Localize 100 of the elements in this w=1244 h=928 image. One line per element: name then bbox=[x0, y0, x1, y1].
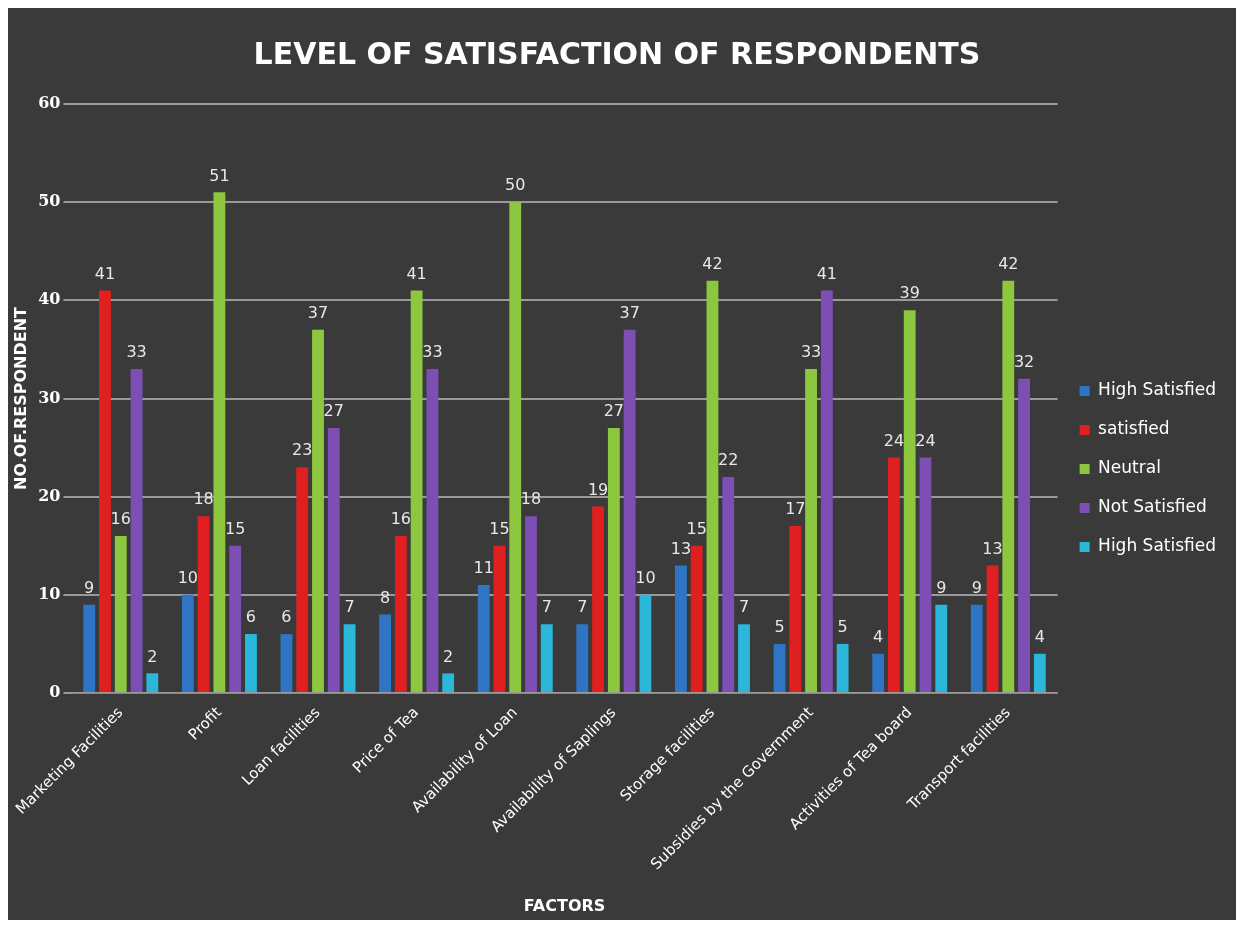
bar bbox=[327, 427, 340, 692]
bar bbox=[722, 477, 735, 692]
data-label: 9 bbox=[936, 577, 947, 597]
data-label: 39 bbox=[899, 283, 920, 303]
bar bbox=[935, 604, 948, 692]
bar bbox=[442, 673, 455, 692]
data-label: 7 bbox=[541, 597, 552, 617]
data-label: 13 bbox=[670, 538, 692, 558]
data-label: 4 bbox=[873, 626, 884, 646]
bar bbox=[738, 624, 750, 692]
y-tick-label: 20 bbox=[38, 485, 61, 505]
y-tick-label: 10 bbox=[38, 583, 61, 603]
bar bbox=[919, 457, 932, 692]
data-label: 42 bbox=[998, 253, 1019, 273]
bar bbox=[296, 467, 309, 692]
bar bbox=[426, 369, 439, 692]
y-tick-label: 30 bbox=[38, 387, 61, 407]
bar bbox=[394, 535, 407, 692]
bar bbox=[197, 516, 210, 692]
data-label: 37 bbox=[619, 302, 640, 322]
data-label: 16 bbox=[390, 509, 412, 529]
bar bbox=[114, 535, 127, 692]
bar bbox=[836, 643, 849, 692]
data-label: 15 bbox=[489, 518, 510, 538]
bar bbox=[623, 329, 636, 692]
bar bbox=[690, 545, 703, 692]
chart-title: LEVEL OF SATISFACTION OF RESPONDENTS bbox=[253, 35, 981, 71]
bar bbox=[674, 565, 687, 692]
bar bbox=[820, 290, 833, 692]
bar bbox=[83, 604, 96, 692]
data-label: 5 bbox=[774, 617, 785, 637]
data-label: 41 bbox=[406, 263, 427, 283]
bar bbox=[509, 202, 522, 692]
bar bbox=[607, 427, 620, 692]
bar bbox=[525, 516, 537, 692]
data-label: 15 bbox=[224, 518, 246, 538]
bar bbox=[592, 506, 604, 692]
data-label: 33 bbox=[800, 342, 822, 362]
data-label: 23 bbox=[292, 440, 313, 460]
data-label: 24 bbox=[915, 430, 936, 450]
bar bbox=[280, 634, 293, 692]
data-label: 11 bbox=[473, 558, 494, 578]
data-label: 24 bbox=[883, 430, 905, 450]
data-label: 27 bbox=[603, 401, 625, 421]
bar bbox=[706, 280, 719, 692]
data-label: 15 bbox=[686, 518, 707, 538]
bar bbox=[805, 369, 817, 692]
bar bbox=[130, 369, 143, 692]
bar bbox=[213, 192, 226, 692]
bar bbox=[343, 624, 356, 692]
bar bbox=[773, 643, 786, 692]
data-label: 17 bbox=[785, 499, 806, 519]
y-axis-title: NO.OF.RESPONDENT bbox=[10, 306, 30, 490]
data-label: 8 bbox=[379, 587, 391, 607]
bar bbox=[970, 604, 983, 692]
bar bbox=[477, 585, 490, 692]
bar bbox=[789, 526, 802, 692]
data-label: 27 bbox=[323, 401, 344, 421]
data-label: 50 bbox=[505, 175, 526, 195]
data-label: 32 bbox=[1013, 352, 1035, 372]
data-label: 18 bbox=[193, 489, 214, 509]
x-axis-title: FACTORS bbox=[523, 895, 606, 915]
bar bbox=[493, 545, 506, 692]
bar bbox=[379, 614, 391, 692]
bar bbox=[888, 457, 900, 692]
data-label: 42 bbox=[702, 253, 723, 273]
data-label: 13 bbox=[982, 538, 1003, 558]
bar bbox=[181, 594, 194, 692]
bar bbox=[1002, 280, 1015, 692]
bar bbox=[986, 565, 999, 692]
legend-label: satisfied bbox=[1098, 418, 1170, 439]
data-label: 5 bbox=[837, 617, 848, 637]
y-tick-label: 40 bbox=[38, 289, 61, 309]
y-tick-label: 0 bbox=[49, 682, 61, 702]
data-label: 41 bbox=[94, 263, 116, 283]
bar bbox=[1018, 378, 1030, 692]
data-label: 7 bbox=[344, 597, 355, 617]
y-tick-label: 50 bbox=[38, 191, 61, 211]
bar bbox=[312, 329, 324, 692]
data-label: 6 bbox=[245, 607, 257, 627]
data-label: 19 bbox=[587, 479, 609, 499]
bar bbox=[146, 673, 159, 692]
bar bbox=[245, 634, 257, 692]
data-label: 7 bbox=[738, 597, 750, 617]
legend-label: Neutral bbox=[1098, 457, 1161, 478]
data-label: 6 bbox=[281, 607, 292, 627]
bar bbox=[410, 290, 423, 692]
data-label: 10 bbox=[635, 567, 656, 587]
data-label: 33 bbox=[422, 342, 443, 362]
data-label: 2 bbox=[147, 646, 158, 666]
data-label: 41 bbox=[816, 263, 838, 283]
data-label: 51 bbox=[209, 165, 230, 185]
data-label: 2 bbox=[443, 646, 454, 666]
y-tick-label: 60 bbox=[38, 93, 61, 113]
legend-label: High Satisfied bbox=[1098, 379, 1216, 400]
data-label: 4 bbox=[1034, 626, 1045, 646]
data-label: 22 bbox=[718, 450, 739, 470]
data-label: 10 bbox=[177, 567, 199, 587]
bar bbox=[903, 310, 916, 692]
data-label: 33 bbox=[126, 342, 147, 362]
